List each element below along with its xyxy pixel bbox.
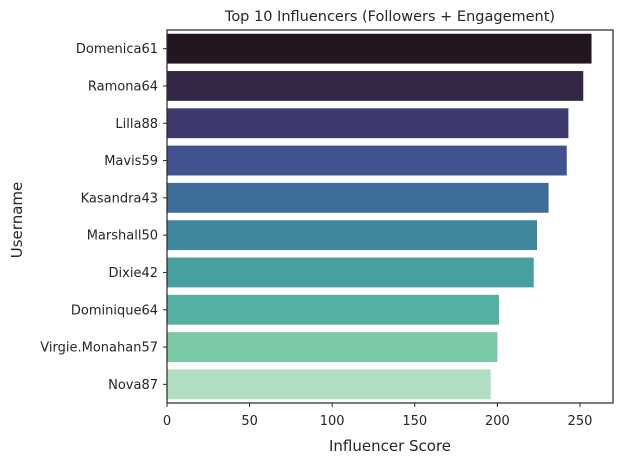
y-tick-label: Kasandra43 (81, 191, 158, 206)
x-tick-label: 150 (402, 414, 427, 429)
x-tick-label: 0 (163, 414, 171, 429)
x-tick-label: 200 (485, 414, 510, 429)
y-tick-label: Mavis59 (104, 154, 158, 169)
x-tick-label: 50 (241, 414, 258, 429)
bar-mavis59 (167, 145, 567, 176)
bar-dominique64 (167, 294, 500, 325)
plot-frame (166, 29, 614, 404)
y-axis-label: Username (8, 182, 26, 258)
bar-lilla88 (167, 108, 569, 139)
bar-dixie42 (167, 257, 534, 288)
y-tick-label: Ramona64 (88, 79, 158, 94)
bar-domenica61 (167, 33, 592, 64)
y-tick-label: Dominique64 (71, 303, 158, 318)
bar-marshall50 (167, 220, 538, 251)
bar-kasandra43 (167, 182, 549, 213)
y-tick-label: Domenica61 (76, 42, 158, 57)
y-tick-label: Virgie.Monahan57 (40, 341, 158, 356)
y-tick-label: Marshall50 (87, 229, 158, 244)
x-tick-label: 100 (320, 414, 345, 429)
y-tick-label: Nova87 (108, 378, 158, 393)
y-tick-label: Dixie42 (109, 266, 158, 281)
x-tick-label: 250 (568, 414, 593, 429)
chart-title: Top 10 Influencers (Followers + Engageme… (224, 9, 555, 25)
y-tick-label: Lilla88 (115, 117, 158, 132)
plot-area: Domenica61 Ramona64 Lilla88 Mavis59 Kasandra… (40, 29, 614, 429)
bar-nova87 (167, 369, 491, 400)
x-axis-label: Influencer Score (329, 437, 451, 455)
bar-virgie-monahan57 (167, 332, 498, 362)
bar-ramona64 (167, 71, 584, 101)
